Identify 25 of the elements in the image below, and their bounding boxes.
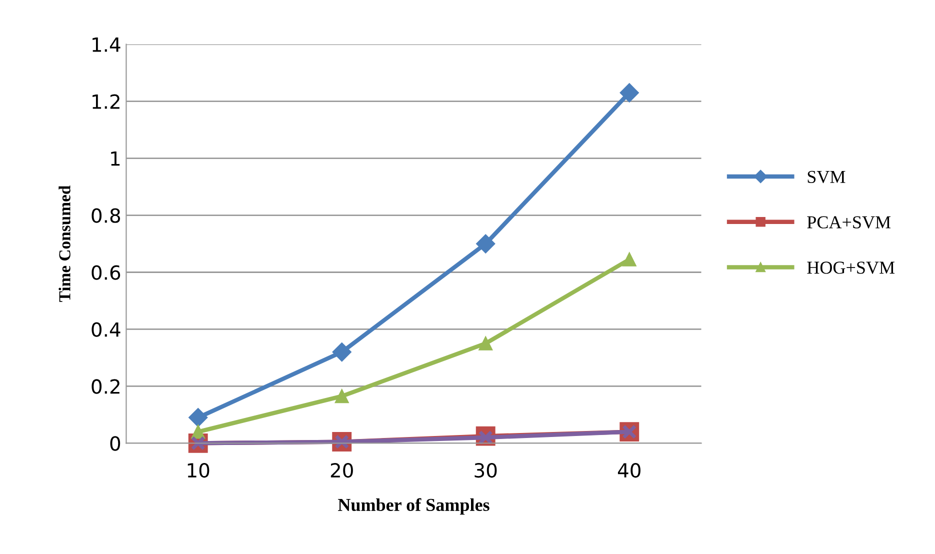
legend-label: PCA+SVM <box>807 216 891 228</box>
y-tick-label: 0.8 <box>92 208 120 223</box>
y-tick-label: 1.4 <box>92 38 120 52</box>
y-tick-label: 0.4 <box>92 322 120 337</box>
point <box>478 336 493 350</box>
x-tick-label: 20 <box>330 462 353 478</box>
y-tick-label: 0.2 <box>92 379 120 394</box>
y-tick-label: 0.6 <box>92 265 120 280</box>
point <box>191 424 206 439</box>
point <box>188 408 208 428</box>
y-axis-title: Time Consumed <box>58 186 70 302</box>
point <box>476 234 496 254</box>
x-tick-label: 10 <box>188 462 210 478</box>
x-tick-label: 30 <box>474 462 497 478</box>
point <box>622 252 636 266</box>
legend-label: SVM <box>808 170 846 184</box>
x-axis-title: Number of Samples <box>338 498 490 515</box>
y-tick-label: 1.2 <box>92 94 120 109</box>
legend-label: HOG+SVM <box>807 262 895 274</box>
y-tick-label: 1 <box>111 151 120 166</box>
y-tick-label: 0 <box>110 436 120 451</box>
x-tick-label: 40 <box>618 462 640 478</box>
point <box>334 389 349 404</box>
point <box>332 342 352 362</box>
point <box>620 83 639 102</box>
